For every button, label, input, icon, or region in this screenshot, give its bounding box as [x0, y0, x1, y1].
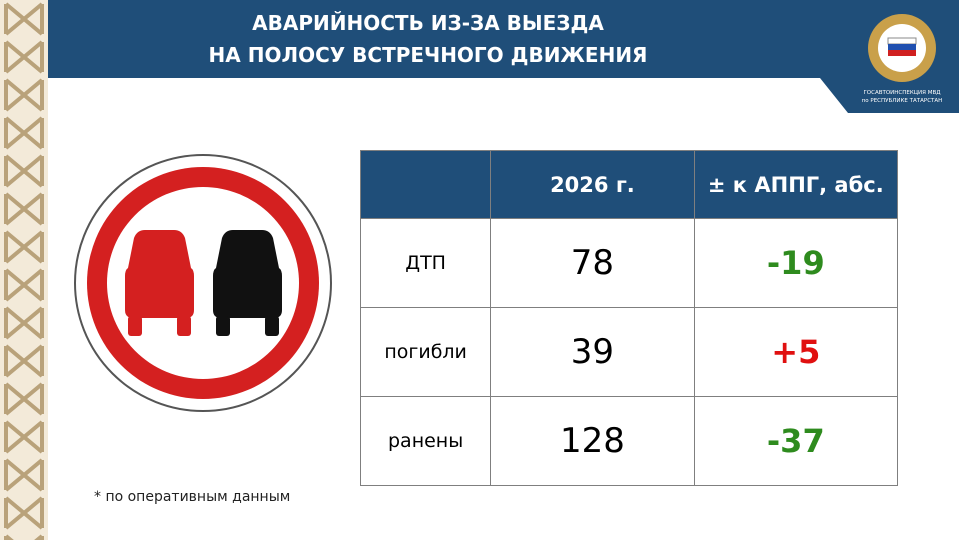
ornament	[0, 0, 48, 540]
stats-table: 2026 г. ± к АППГ, абс. ДТП 78 -19 погибл…	[359, 150, 899, 486]
logo-text: по РЕСПУБЛИКЕ ТАТАРСТАН	[862, 98, 943, 104]
header-cell	[359, 150, 492, 219]
change-cell: -37	[693, 396, 899, 486]
change-cell: -19	[693, 218, 899, 308]
change-cell: +5	[693, 307, 899, 397]
value-cell: 78	[490, 218, 695, 308]
row-label: ДТП	[359, 218, 492, 308]
logo-text: ГОСАВТОИНСПЕКЦИЯ МВД	[863, 90, 941, 96]
header-cell: 2026 г.	[490, 150, 695, 219]
row-label: ранены	[359, 396, 492, 486]
road-sign	[74, 154, 332, 412]
title-line: АВАРИЙНОСТЬ ИЗ-ЗА ВЫЕЗДА	[252, 11, 604, 35]
row-label: погибли	[359, 307, 492, 397]
footnote: * по оперативным данным	[94, 489, 291, 505]
logo-area: ГОСАВТОИНСПЕКЦИЯ МВД по РЕСПУБЛИКЕ ТАТАР…	[808, 0, 959, 113]
value-cell: 128	[490, 396, 695, 486]
header-title: АВАРИЙНОСТЬ ИЗ-ЗА ВЫЕЗДА НА ПОЛОСУ ВСТРЕ…	[48, 0, 808, 78]
title-line: НА ПОЛОСУ ВСТРЕЧНОГО ДВИЖЕНИЯ	[208, 43, 648, 67]
value-cell: 39	[490, 307, 695, 397]
header-cell: ± к АППГ, абс.	[693, 150, 899, 219]
